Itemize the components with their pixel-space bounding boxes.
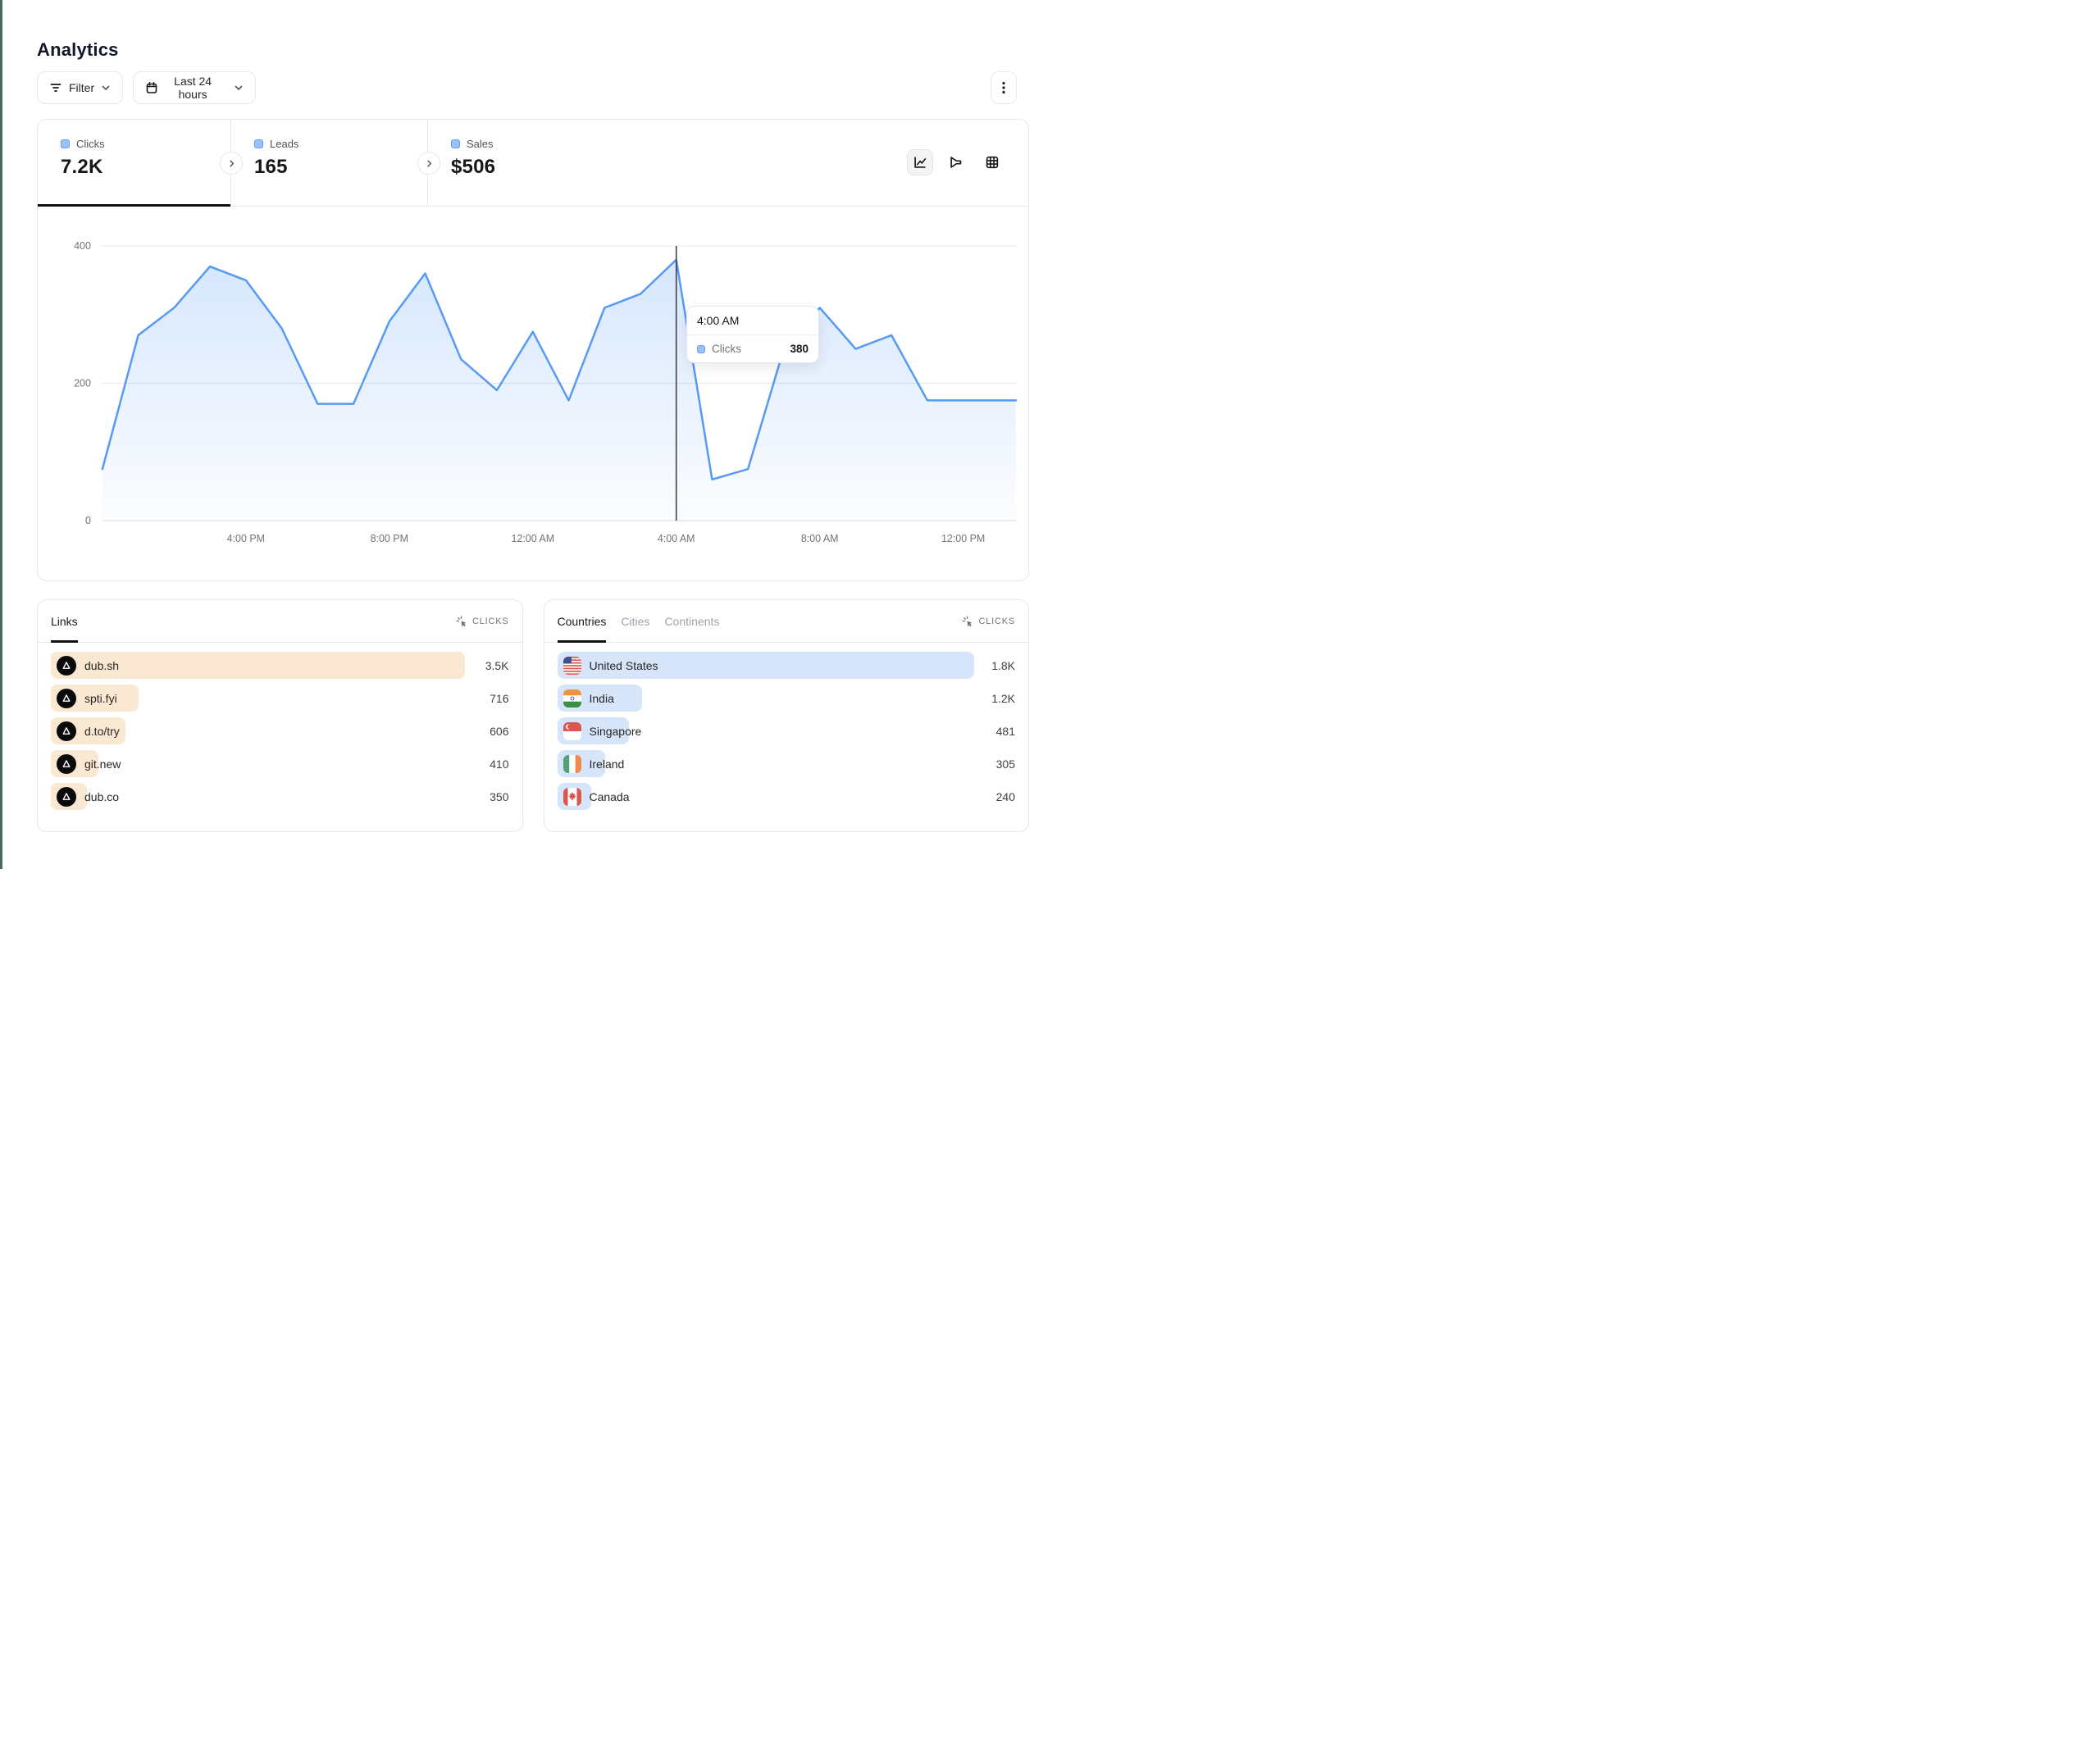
sales-legend-swatch bbox=[451, 139, 460, 148]
tooltip-value: 380 bbox=[790, 343, 809, 355]
link-row[interactable]: d.to/try 606 bbox=[51, 717, 509, 744]
filter-label: Filter bbox=[69, 81, 95, 94]
tab-countries[interactable]: Countries bbox=[557, 600, 606, 643]
tooltip-series: Clicks bbox=[712, 343, 741, 355]
tooltip-legend-swatch bbox=[697, 344, 705, 353]
flag-singapore-icon bbox=[563, 721, 581, 740]
dub-logo-icon bbox=[57, 688, 76, 708]
chevron-right-icon bbox=[227, 159, 236, 168]
expand-leads-button[interactable] bbox=[417, 152, 440, 175]
analytics-card: Clicks 7.2K Leads 165 Sales $506 bbox=[37, 119, 1029, 581]
link-bar bbox=[51, 652, 465, 679]
links-panel: Links CLICKS dub.sh bbox=[37, 599, 523, 832]
tab-continents[interactable]: Continents bbox=[664, 614, 720, 628]
leads-legend-swatch bbox=[254, 139, 263, 148]
tooltip-time: 4:00 AM bbox=[687, 307, 818, 335]
funnel-chart-view-button[interactable] bbox=[943, 149, 969, 175]
grid-icon bbox=[984, 154, 1000, 171]
funnel-chart-icon bbox=[948, 154, 964, 171]
dub-logo-icon bbox=[57, 655, 76, 676]
flag-ireland-icon bbox=[563, 754, 581, 773]
clicks-area-chart: 0 200 400 4:00 PM 8:00 PM 12:00 AM 4:00 AM 8:00… bbox=[74, 240, 1018, 544]
line-chart-icon bbox=[912, 154, 928, 171]
clicks-value: 7.2K bbox=[61, 156, 103, 178]
svg-text:12:00 AM: 12:00 AM bbox=[511, 533, 554, 544]
dub-logo-icon bbox=[57, 721, 76, 741]
toolbar: Filter Last 24 hours bbox=[37, 71, 1029, 104]
date-range-label: Last 24 hours bbox=[174, 75, 212, 101]
left-edge-accent bbox=[0, 0, 2, 869]
line-chart-view-button[interactable] bbox=[907, 149, 933, 175]
filter-button[interactable]: Filter bbox=[37, 71, 124, 104]
svg-text:4:00 PM: 4:00 PM bbox=[227, 533, 265, 544]
dub-logo-icon bbox=[57, 786, 76, 807]
countries-panel: Countries Cities Continents CLICKS bbox=[543, 599, 1029, 832]
table-view-button[interactable] bbox=[979, 149, 1005, 175]
clicks-chart[interactable]: 0 200 400 4:00 PM 8:00 PM 12:00 AM 4:00 AM 8:00… bbox=[38, 207, 1028, 581]
dub-logo-icon bbox=[57, 753, 76, 774]
flag-india-icon bbox=[563, 689, 581, 707]
country-row[interactable]: Singapore 481 bbox=[557, 717, 1015, 744]
page-title: Analytics bbox=[37, 39, 119, 60]
countries-metric-label: CLICKS bbox=[978, 616, 1015, 626]
stats-tabs: Clicks 7.2K Leads 165 Sales $506 bbox=[38, 120, 1028, 207]
flag-canada-icon bbox=[563, 787, 581, 806]
date-range-button[interactable]: Last 24 hours bbox=[133, 71, 257, 104]
svg-text:12:00 PM: 12:00 PM bbox=[941, 533, 985, 544]
svg-text:4:00 AM: 4:00 AM bbox=[658, 533, 695, 544]
tab-cities[interactable]: Cities bbox=[621, 614, 650, 628]
links-metric-selector[interactable]: CLICKS bbox=[456, 615, 509, 627]
leads-label: Leads bbox=[270, 138, 299, 150]
chevron-down-icon bbox=[101, 83, 111, 93]
link-row[interactable]: git.new 410 bbox=[51, 750, 509, 777]
svg-text:400: 400 bbox=[74, 240, 91, 252]
tab-sales[interactable]: Sales $506 bbox=[428, 120, 633, 206]
chart-tooltip: 4:00 AM Clicks 380 bbox=[686, 306, 819, 363]
flag-us-icon bbox=[563, 656, 581, 675]
cursor-click-icon bbox=[456, 615, 467, 627]
expand-clicks-button[interactable] bbox=[220, 152, 243, 175]
analytics-page: Analytics Filter Last 24 hours bbox=[0, 0, 1050, 869]
country-row[interactable]: United States 1.8K bbox=[557, 652, 1015, 679]
filter-icon bbox=[49, 81, 62, 94]
country-row[interactable]: Canada 240 bbox=[557, 783, 1015, 810]
country-row[interactable]: India 1.2K bbox=[557, 685, 1015, 712]
kebab-menu-icon bbox=[997, 80, 1010, 95]
tab-links[interactable]: Links bbox=[51, 600, 78, 643]
tab-leads[interactable]: Leads 165 bbox=[231, 120, 428, 206]
countries-metric-selector[interactable]: CLICKS bbox=[962, 615, 1015, 627]
country-row[interactable]: Ireland 305 bbox=[557, 750, 1015, 777]
cursor-click-icon bbox=[962, 615, 973, 627]
svg-text:0: 0 bbox=[85, 515, 91, 526]
clicks-legend-swatch bbox=[61, 139, 70, 148]
more-menu-button[interactable] bbox=[991, 71, 1017, 104]
link-row[interactable]: dub.co 350 bbox=[51, 783, 509, 810]
tab-clicks[interactable]: Clicks 7.2K bbox=[38, 120, 231, 207]
sales-label: Sales bbox=[467, 138, 494, 150]
clicks-label: Clicks bbox=[76, 138, 105, 150]
svg-text:8:00 PM: 8:00 PM bbox=[371, 533, 408, 544]
links-metric-label: CLICKS bbox=[471, 616, 509, 626]
chart-type-switcher bbox=[907, 149, 1005, 175]
chevron-right-icon bbox=[425, 159, 434, 168]
leads-value: 165 bbox=[254, 156, 288, 178]
chevron-down-icon bbox=[234, 83, 244, 93]
sales-value: $506 bbox=[451, 156, 496, 178]
calendar-icon bbox=[145, 81, 158, 94]
svg-text:200: 200 bbox=[74, 377, 91, 389]
link-row[interactable]: spti.fyi 716 bbox=[51, 685, 509, 712]
link-row[interactable]: dub.sh 3.5K bbox=[51, 652, 509, 679]
country-bar bbox=[557, 652, 974, 679]
svg-text:8:00 AM: 8:00 AM bbox=[801, 533, 839, 544]
